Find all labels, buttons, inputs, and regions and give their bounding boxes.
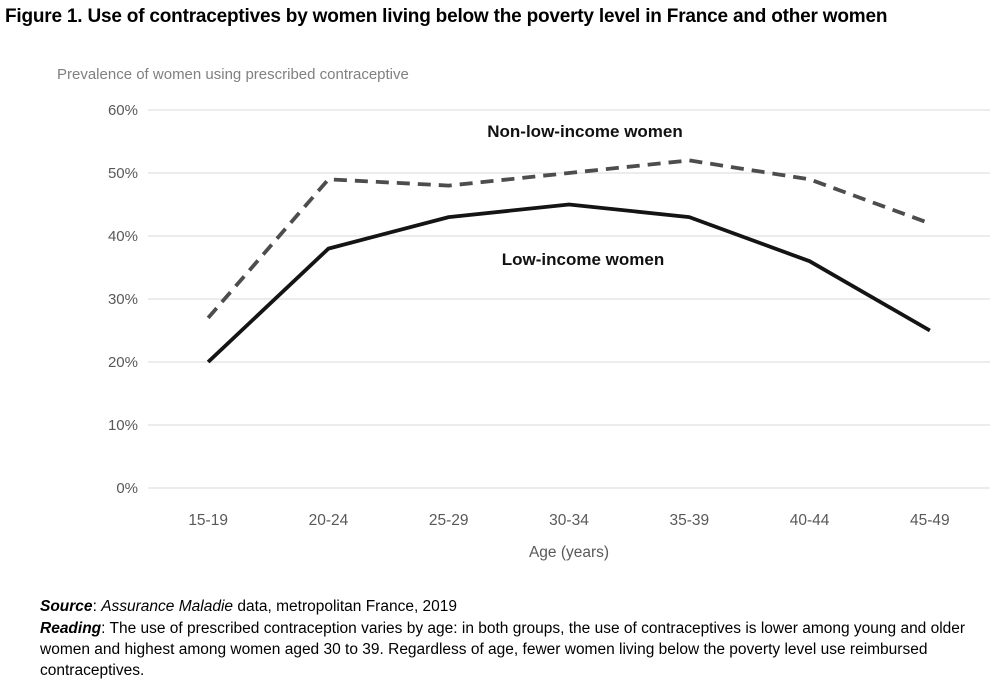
- x-tick-label: 30-34: [549, 512, 589, 529]
- source-sep: :: [92, 598, 102, 615]
- source-line: Source: Assurance Maladie data, metropol…: [40, 596, 990, 617]
- x-tick-label: 25-29: [429, 512, 469, 529]
- y-tick-label: 0%: [116, 480, 138, 497]
- x-tick-label: 35-39: [669, 512, 709, 529]
- chart-axis-title: Prevalence of women using prescribed con…: [57, 66, 409, 83]
- x-tick-label: 20-24: [309, 512, 349, 529]
- y-tick-label: 60%: [108, 102, 138, 119]
- y-tick-label: 20%: [108, 354, 138, 371]
- y-tick-label: 10%: [108, 417, 138, 434]
- figure-captions: Source: Assurance Maladie data, metropol…: [40, 596, 990, 682]
- series-label: Low-income women: [502, 250, 664, 269]
- series-label: Non-low-income women: [487, 122, 683, 141]
- reading-text: : The use of prescribed contraception va…: [40, 620, 966, 679]
- source-dataset: Assurance Maladie: [101, 598, 234, 615]
- y-tick-label: 30%: [108, 291, 138, 308]
- x-axis-label: Age (years): [529, 544, 609, 561]
- x-tick-label: 45-49: [910, 512, 950, 529]
- x-tick-label: 40-44: [790, 512, 830, 529]
- y-tick-label: 40%: [108, 228, 138, 245]
- source-label: Source: [40, 598, 93, 615]
- figure-title: Figure 1. Use of contraceptives by women…: [5, 6, 888, 27]
- series-line-low-income-women: [206, 202, 931, 364]
- reading-label: Reading: [40, 620, 102, 637]
- x-tick-label: 15-19: [188, 512, 228, 529]
- reading-line: Reading: The use of prescribed contracep…: [40, 618, 990, 681]
- source-tail: data, metropolitan France, 2019: [233, 598, 458, 615]
- line-chart: 0% 10% 20% 30% 40% 50% 60% 15-19 20-24 25-29 30-34…: [108, 102, 990, 561]
- y-tick-label: 50%: [108, 165, 138, 182]
- series-line-non-low-income-women: [206, 158, 931, 320]
